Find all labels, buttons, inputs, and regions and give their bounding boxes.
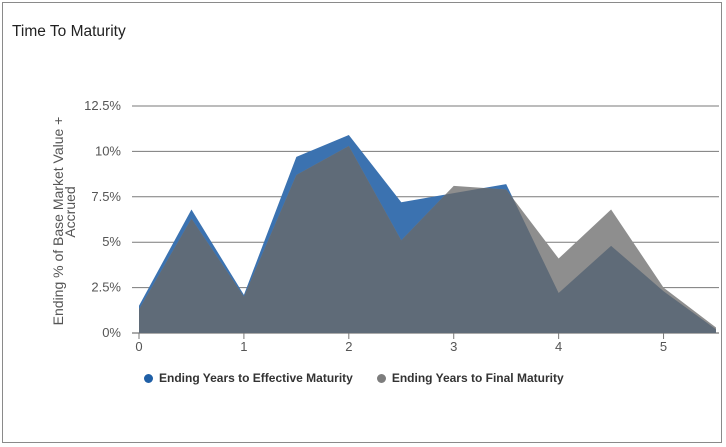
- point-effective-maturity[interactable]: [451, 190, 457, 196]
- y-tick-label: 5%: [102, 234, 121, 249]
- x-tick-label: 4: [555, 339, 562, 354]
- area-overlap: [139, 145, 716, 333]
- y-axis-label-line-2: Accrued: [62, 186, 78, 237]
- point-effective-maturity[interactable]: [293, 154, 299, 160]
- legend-item-effective-maturity[interactable]: Ending Years to Effective Maturity: [144, 371, 353, 385]
- point-final-maturity[interactable]: [713, 325, 719, 331]
- point-final-maturity[interactable]: [608, 207, 614, 213]
- point-effective-maturity[interactable]: [608, 243, 614, 249]
- y-tick-label: 7.5%: [91, 189, 121, 204]
- point-effective-maturity[interactable]: [503, 181, 509, 187]
- point-final-maturity[interactable]: [293, 172, 299, 178]
- point-effective-maturity[interactable]: [346, 132, 352, 138]
- legend-label-effective-maturity: Ending Years to Effective Maturity: [159, 371, 353, 385]
- y-tick-label: 10%: [95, 143, 121, 158]
- x-tick-label: 0: [135, 339, 142, 354]
- legend-marker-final-maturity: [376, 373, 386, 383]
- y-tick-label: 2.5%: [91, 280, 121, 295]
- point-final-maturity[interactable]: [503, 187, 509, 193]
- x-tick-label: 3: [450, 339, 457, 354]
- y-tick-label: 12.5%: [84, 98, 121, 113]
- legend-label-final-maturity: Ending Years to Final Maturity: [391, 371, 564, 385]
- series-areas: [136, 132, 719, 333]
- point-final-maturity[interactable]: [188, 216, 194, 222]
- legend-item-final-maturity[interactable]: Ending Years to Final Maturity: [376, 371, 564, 385]
- point-final-maturity[interactable]: [451, 183, 457, 189]
- y-tick-label: 0%: [102, 325, 121, 340]
- x-tick-label: 2: [345, 339, 352, 354]
- point-final-maturity[interactable]: [241, 294, 247, 300]
- point-effective-maturity[interactable]: [398, 199, 404, 205]
- y-axis-label-line-1: Ending % of Base Market Value +: [50, 117, 66, 326]
- legend-marker-effective-maturity: [144, 373, 153, 383]
- point-effective-maturity[interactable]: [556, 290, 562, 296]
- point-final-maturity[interactable]: [398, 237, 404, 243]
- chart-title: Time To Maturity: [12, 23, 126, 40]
- chart-legend: Ending Years to Effective Maturity Endin…: [144, 371, 588, 385]
- x-tick-label: 1: [240, 339, 247, 354]
- y-axis-ticks: 0% 2.5% 5% 7.5% 10% 12.5%: [84, 98, 121, 340]
- x-tick-label: 5: [660, 339, 667, 354]
- point-final-maturity[interactable]: [346, 143, 352, 149]
- point-final-maturity[interactable]: [136, 306, 142, 312]
- x-axis-ticks: 0 1 2 3 4 5: [135, 333, 667, 354]
- point-effective-maturity[interactable]: [188, 207, 194, 213]
- point-final-maturity[interactable]: [661, 285, 667, 291]
- point-final-maturity[interactable]: [556, 256, 562, 262]
